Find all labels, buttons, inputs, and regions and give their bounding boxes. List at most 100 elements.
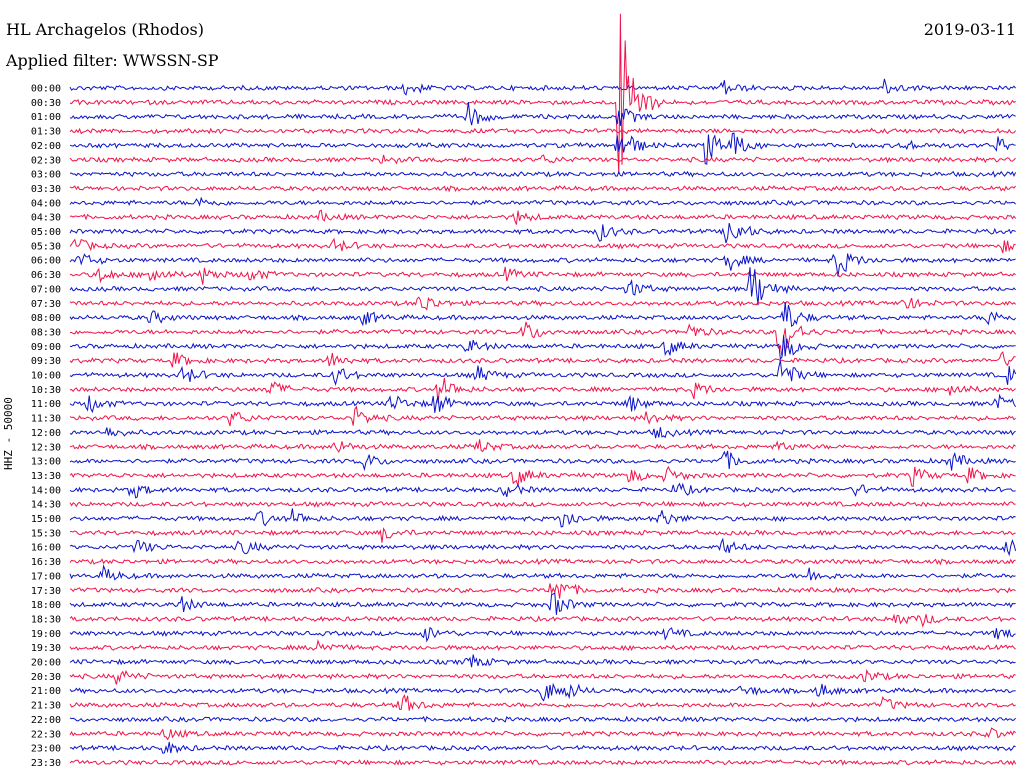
- row-time-label: 07:00: [31, 284, 61, 295]
- seismic-trace: [69, 638, 1016, 652]
- seismic-trace: [69, 715, 1016, 723]
- seismic-trace: [69, 427, 1016, 439]
- row-time-label: 05:00: [31, 227, 61, 238]
- row-time-label: 23:30: [31, 758, 61, 769]
- row-time-label: 04:00: [31, 198, 61, 209]
- seismic-trace: [69, 465, 1016, 488]
- row-time-label: 18:00: [31, 600, 61, 611]
- seismic-trace: [69, 296, 1016, 311]
- station-title: HL Archagelos (Rhodos): [6, 20, 204, 39]
- row-time-label: 20:30: [31, 672, 61, 683]
- seismic-trace: [69, 439, 1016, 454]
- row-time-label: 16:30: [31, 557, 61, 568]
- row-time-label: 15:00: [31, 514, 61, 525]
- row-time-label: 11:00: [31, 399, 61, 410]
- row-time-label: 08:00: [31, 313, 61, 324]
- seismic-trace: [69, 132, 1016, 165]
- row-time-label: 14:30: [31, 500, 61, 511]
- seismic-trace: [69, 253, 1016, 277]
- row-time-label: 21:00: [31, 686, 61, 697]
- seismic-trace: [69, 351, 1016, 368]
- row-time-label: 04:30: [31, 213, 61, 224]
- row-time-label: 08:30: [31, 327, 61, 338]
- row-time-label: 19:00: [31, 629, 61, 640]
- seismic-trace: [69, 741, 1016, 754]
- seismic-trace: [69, 668, 1016, 685]
- row-time-label: 19:30: [31, 643, 61, 654]
- seismic-trace: [69, 237, 1016, 254]
- seismic-trace: [69, 154, 1016, 165]
- row-time-label: 17:30: [31, 586, 61, 597]
- seismic-trace: [69, 393, 1017, 414]
- seismic-trace: [69, 527, 1016, 543]
- row-time-label: 06:00: [31, 256, 61, 267]
- row-time-label: 17:00: [31, 571, 61, 582]
- row-time-label: 07:30: [31, 299, 61, 310]
- seismic-trace: [69, 557, 1016, 566]
- filter-label: Applied filter: WWSSN-SP: [6, 51, 219, 70]
- seismic-trace: [69, 78, 1016, 96]
- row-time-label: 00:00: [31, 84, 61, 95]
- row-time-label: 12:00: [31, 428, 61, 439]
- seismic-trace: [69, 335, 1016, 361]
- row-time-label: 09:30: [31, 356, 61, 367]
- seismic-trace: [69, 482, 1016, 499]
- row-time-label: 14:00: [31, 485, 61, 496]
- row-time-label: 06:30: [31, 270, 61, 281]
- seismic-trace: [69, 127, 1016, 135]
- seismic-trace: [69, 537, 1017, 557]
- seismic-trace: [69, 693, 1016, 711]
- row-time-label: 22:30: [31, 729, 61, 740]
- seismic-trace: [70, 101, 1016, 126]
- seismic-trace: [69, 266, 1016, 285]
- seismic-trace: [69, 209, 1017, 225]
- row-time-label: 09:00: [31, 342, 61, 353]
- seismic-trace: [69, 500, 1016, 508]
- seismic-trace: [69, 682, 1016, 702]
- row-time-label: 02:00: [31, 141, 61, 152]
- seismic-trace: [69, 360, 1017, 387]
- seismic-trace: [69, 613, 1016, 628]
- seismic-trace: [69, 592, 1016, 615]
- row-time-label: 03:30: [31, 184, 61, 195]
- date-label: 2019-03-11: [923, 20, 1016, 39]
- seismic-trace: [70, 321, 1016, 357]
- seismic-trace: [69, 13, 1016, 174]
- seismic-trace: [69, 196, 1016, 207]
- row-time-label: 01:30: [31, 127, 61, 138]
- row-time-label: 11:30: [31, 414, 61, 425]
- row-time-label: 20:00: [31, 658, 61, 669]
- seismic-trace: [69, 759, 1017, 766]
- seismic-trace: [69, 626, 1016, 643]
- row-time-label: 22:00: [31, 715, 61, 726]
- row-time-label: 10:30: [31, 385, 61, 396]
- row-time-label: 12:30: [31, 442, 61, 453]
- row-time-label: 21:30: [31, 701, 61, 712]
- seismic-trace: [69, 377, 1016, 404]
- row-time-label: 13:30: [31, 471, 61, 482]
- seismic-trace: [69, 583, 1016, 599]
- seismic-trace: [69, 450, 1016, 472]
- seismic-trace: [69, 564, 1016, 581]
- row-time-label: 16:00: [31, 543, 61, 554]
- row-time-label: 10:00: [31, 371, 61, 382]
- row-time-label: 05:30: [31, 241, 61, 252]
- seismic-trace: [69, 185, 1016, 193]
- row-time-label: 23:00: [31, 744, 61, 755]
- seismic-trace: [69, 267, 1016, 306]
- seismic-trace: [69, 405, 1016, 427]
- seismic-trace: [69, 654, 1016, 668]
- row-time-label: 13:00: [31, 457, 61, 468]
- row-time-label: 01:00: [31, 112, 61, 123]
- row-time-label: 03:00: [31, 170, 61, 181]
- seismic-trace: [69, 222, 1016, 244]
- row-time-label: 15:30: [31, 528, 61, 539]
- row-time-label: 00:30: [31, 98, 61, 109]
- seismic-trace: [69, 170, 1017, 178]
- seismic-trace: [69, 727, 1016, 741]
- seismic-trace: [69, 508, 1016, 528]
- seismic-trace: [69, 302, 1016, 328]
- row-time-label: 02:30: [31, 155, 61, 166]
- row-time-label: 18:30: [31, 614, 61, 625]
